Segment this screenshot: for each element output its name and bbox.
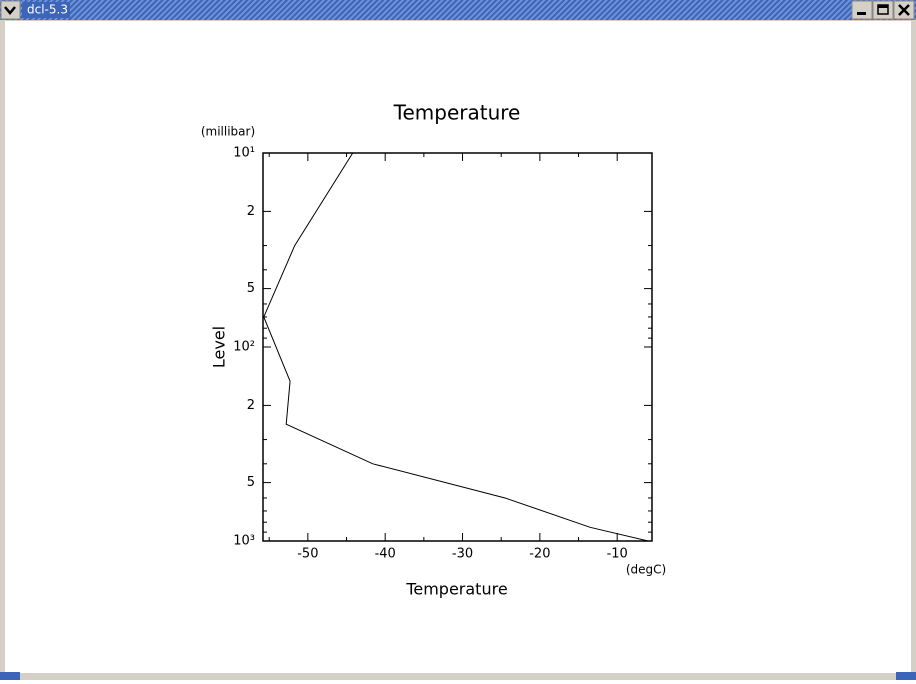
y-tick-label: 2 xyxy=(247,204,255,219)
y-tick-label: 10² xyxy=(233,340,255,355)
data-line xyxy=(263,152,649,542)
x-axis-unit: (degC) xyxy=(626,563,666,577)
x-tick-label: -10 xyxy=(607,547,628,562)
title-bar xyxy=(0,0,916,20)
chart: Temperature Temperature (degC) (millibar… xyxy=(201,101,666,599)
y-tick-label: 2 xyxy=(247,398,255,413)
window-menu-button[interactable] xyxy=(0,0,21,20)
x-tick-label: -40 xyxy=(375,547,396,562)
corner xyxy=(896,672,916,680)
corner xyxy=(0,672,20,680)
canvas xyxy=(5,21,911,673)
y-axis-label: Level xyxy=(210,326,229,368)
x-tick-label: -20 xyxy=(529,547,550,562)
minimize-button[interactable] xyxy=(851,0,873,20)
window-title: dcl-5.3 xyxy=(27,3,68,17)
chart-title: Temperature xyxy=(393,101,521,125)
y-tick-label: 5 xyxy=(247,281,255,296)
x-tick-label: -30 xyxy=(452,547,473,562)
maximize-button[interactable] xyxy=(872,0,894,20)
y-tick-label: 10³ xyxy=(233,534,255,549)
title-bg xyxy=(22,2,70,18)
x-axis-label: Temperature xyxy=(405,580,507,599)
x-tick-label: -50 xyxy=(297,547,318,562)
y-tick-label: 10¹ xyxy=(233,146,255,161)
y-tick-label: 5 xyxy=(247,475,255,490)
close-button[interactable] xyxy=(893,0,915,20)
y-axis-unit: (millibar) xyxy=(201,125,255,139)
